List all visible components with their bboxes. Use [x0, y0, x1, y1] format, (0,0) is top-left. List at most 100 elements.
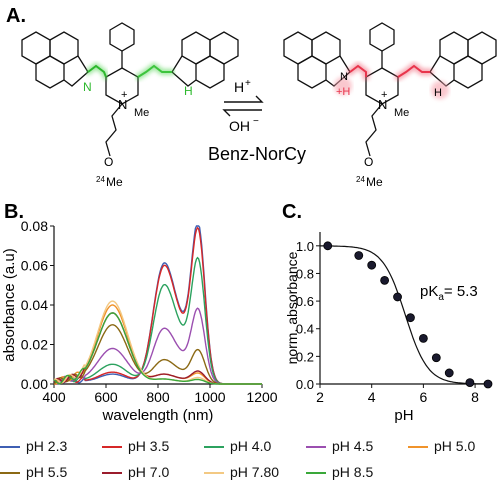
left-ring-charge: +: [121, 89, 127, 101]
data-point: [406, 313, 415, 323]
right-peg-o: O: [364, 155, 373, 169]
base-label: OH: [229, 118, 250, 134]
b-x-tick-label: 800: [146, 389, 170, 405]
legend-label: pH 4.0: [230, 438, 272, 454]
left-molecule: [21, 22, 239, 157]
data-point: [444, 368, 454, 378]
legend-item: pH 7.0: [102, 462, 169, 482]
legend-item: pH 2.3: [0, 436, 67, 456]
right-n-label: N: [340, 71, 348, 83]
legend-label: pH 4.5: [332, 438, 374, 454]
c-y-tick-label: 0.8: [296, 266, 314, 281]
legend-swatch: [0, 472, 20, 475]
b-x-tick-label: 1000: [194, 389, 225, 405]
spectrum-line: [53, 312, 262, 385]
legend-label: pH 3.5: [128, 438, 170, 454]
spectra-legend: pH 2.3 pH 3.5 pH 4.0 pH 4.5 pH 5.0 pH 5.5 pH …: [0, 434, 500, 486]
right-ring-charge: +: [381, 89, 387, 101]
legend-swatch: [408, 446, 428, 449]
b-y-tick-label: 0.08: [21, 218, 48, 234]
right-molecule: [283, 22, 497, 157]
legend-swatch: [204, 446, 224, 449]
c-y-tick-label: 1.0: [296, 239, 314, 254]
b-y-tick-label: 0.06: [21, 258, 48, 274]
data-point: [431, 353, 441, 363]
left-nh-label: H: [184, 84, 193, 98]
right-polymethine: [334, 61, 449, 99]
base-charge: −: [253, 116, 259, 127]
figure: A. N H N + Me O 24 Me H + OH − Benz-No: [1, 5, 497, 424]
c-y-tick-label: 0.6: [296, 294, 314, 309]
legend-label: pH 5.5: [26, 464, 68, 480]
legend-label: pH 2.3: [26, 438, 68, 454]
data-point: [483, 379, 493, 389]
panel-b-label: B.: [4, 201, 24, 223]
spectrum-line: [53, 225, 262, 385]
acid-label: H: [234, 79, 244, 95]
legend-swatch: [102, 472, 122, 475]
b-x-tick-label: 400: [42, 389, 66, 405]
legend-label: pH 5.0: [434, 438, 476, 454]
spectrum-line: [53, 226, 262, 385]
legend-label: pH 7.0: [128, 464, 170, 480]
legend-item: pH 3.5: [102, 436, 169, 456]
left-methyl: Me: [134, 107, 149, 119]
legend-item: pH 5.5: [0, 462, 67, 482]
legend-item: pH 8.5: [306, 462, 373, 482]
b-y-tick-label: 0.04: [21, 297, 48, 313]
legend-item: pH 5.0: [408, 436, 475, 456]
data-point: [380, 275, 390, 285]
absorbance-spectra-chart: 400 600 800 1000 1200 0.00 0.02 0.04 0.06 0.08 wav…: [1, 218, 278, 424]
data-point: [465, 378, 475, 388]
c-x-tick-label: 8: [471, 389, 479, 405]
c-y-tick-label: 0.0: [296, 377, 314, 392]
c-x-tick-label: 6: [419, 389, 427, 405]
b-y-axis-label: absorbance (a.u): [1, 248, 18, 361]
acid-charge: +: [245, 78, 251, 89]
panel-a-label: A.: [6, 5, 26, 27]
legend-row-2: pH 5.5 pH 7.0 pH 7.80 pH 8.5: [0, 462, 500, 486]
equilibrium-arrows: [222, 95, 264, 117]
left-peg-me: Me: [106, 175, 123, 189]
legend-swatch: [306, 446, 326, 449]
left-polymethine: [85, 62, 175, 80]
c-y-axis-label: norm. absorbance: [284, 251, 300, 364]
legend-item: pH 4.0: [204, 436, 271, 456]
b-x-tick-label: 1200: [246, 389, 277, 405]
data-point: [418, 333, 428, 343]
left-peg-n: 24: [96, 175, 105, 184]
data-point: [393, 292, 402, 302]
right-nh-label: H: [434, 87, 442, 99]
b-x-axis-label: wavelength (nm): [102, 407, 214, 424]
c-x-tick-label: 2: [316, 389, 324, 405]
pka-sub: a: [438, 292, 444, 303]
legend-swatch: [306, 472, 326, 475]
c-y-tick-label: 0.2: [296, 349, 314, 364]
b-y-tick-label: 0.02: [21, 337, 48, 353]
fit-curve: [320, 245, 488, 385]
legend-item: pH 7.80: [204, 462, 279, 482]
data-point: [323, 241, 333, 251]
data-point: [367, 260, 377, 270]
legend-label: pH 7.80: [230, 464, 280, 480]
legend-label: pH 8.5: [332, 464, 374, 480]
ph-titration-chart: 2 4 6 8 0.0 0.2 0.4 0.6 0.8 1.0 pH norm. absorbance…: [284, 232, 493, 424]
data-point: [354, 251, 364, 260]
pka-annotation: pKa= 5.3: [420, 283, 478, 303]
legend-row-1: pH 2.3 pH 3.5 pH 4.0 pH 4.5 pH 5.0: [0, 436, 500, 460]
pka-base: pK: [420, 283, 438, 300]
right-ring-n: N: [378, 97, 387, 112]
c-x-axis-label: pH: [394, 407, 413, 424]
b-x-tick-label: 600: [94, 389, 118, 405]
left-peg-o: O: [104, 155, 113, 169]
c-y-tick-label: 0.4: [296, 322, 314, 337]
right-methyl: Me: [394, 107, 409, 119]
legend-swatch: [0, 446, 20, 449]
right-n-h: +H: [336, 86, 350, 98]
right-peg-me: Me: [366, 175, 383, 189]
c-x-tick-label: 4: [368, 389, 376, 405]
spectrum-line: [53, 312, 262, 385]
compound-name: Benz-NorCy: [208, 144, 306, 164]
b-y-tick-label: 0.00: [21, 376, 48, 392]
left-ring-n: N: [118, 97, 127, 112]
